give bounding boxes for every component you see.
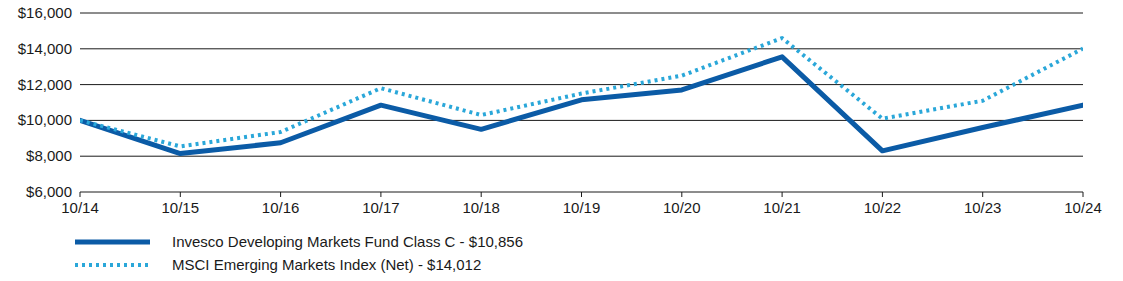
- y-tick-label: $6,000: [26, 183, 72, 200]
- grid-line: [80, 156, 1083, 157]
- legend-swatch: [75, 263, 150, 267]
- x-tick: [982, 192, 983, 197]
- y-tick-label: $16,000: [18, 4, 72, 21]
- x-tick: [581, 192, 582, 197]
- x-tick-label: 10/15: [162, 199, 200, 216]
- x-tick-label: 10/20: [663, 199, 701, 216]
- x-tick: [681, 192, 682, 197]
- plot-area: [80, 38, 1083, 153]
- x-tick: [380, 192, 381, 197]
- legend-label: MSCI Emerging Markets Index (Net) - $14,…: [172, 256, 481, 273]
- x-tick: [180, 192, 181, 197]
- x-tick-label: 10/19: [563, 199, 601, 216]
- y-tick-label: $12,000: [18, 76, 72, 93]
- legend-swatch: [75, 240, 150, 245]
- x-tick-label: 10/24: [1064, 199, 1102, 216]
- y-tick-label: $10,000: [18, 111, 72, 128]
- x-tick-label: 10/22: [864, 199, 902, 216]
- grid-line: [80, 13, 1083, 14]
- x-tick-label: 10/21: [763, 199, 801, 216]
- x-tick-label: 10/18: [462, 199, 500, 216]
- x-tick-label: 10/16: [262, 199, 300, 216]
- x-tick-label: 10/14: [61, 199, 99, 216]
- x-tick-label: 10/23: [964, 199, 1002, 216]
- x-tick: [782, 192, 783, 197]
- x-tick: [882, 192, 883, 197]
- chart: $6,000 $8,000 $10,000 $12,000 $14,000 $16,000…: [0, 0, 1123, 281]
- legend-label: Invesco Developing Markets Fund Class C …: [172, 233, 523, 250]
- x-tick: [80, 192, 81, 197]
- grid-line: [80, 120, 1083, 121]
- series-line: [80, 38, 1083, 146]
- x-tick: [481, 192, 482, 197]
- y-tick-label: $8,000: [26, 147, 72, 164]
- x-tick: [1083, 192, 1084, 197]
- grid-line: [80, 84, 1083, 85]
- grid-line: [80, 48, 1083, 49]
- x-tick: [280, 192, 281, 197]
- x-tick-label: 10/17: [362, 199, 400, 216]
- y-tick-label: $14,000: [18, 40, 72, 57]
